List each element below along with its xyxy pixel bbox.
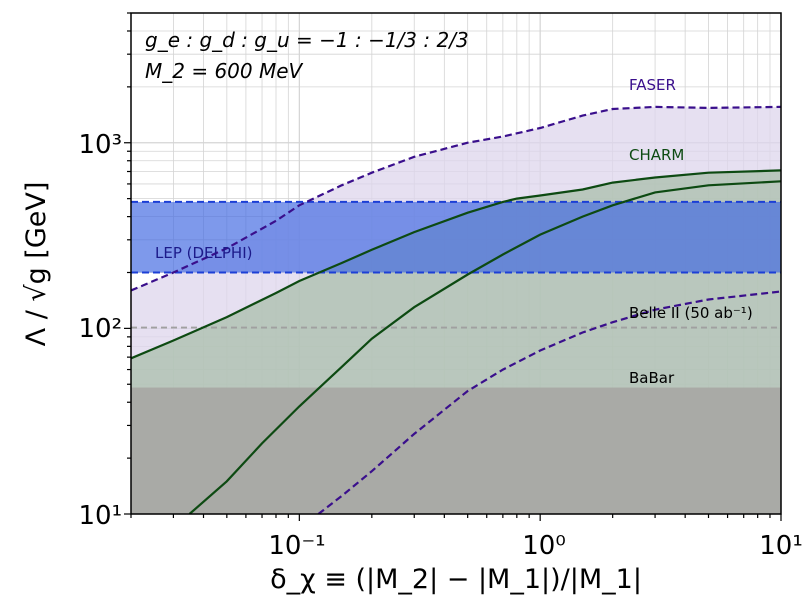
y-axis-label: Λ / √g [GeV]	[21, 182, 52, 347]
series-lines	[131, 105, 781, 514]
belle-label: Belle II (50 ab⁻¹)	[629, 304, 753, 322]
faser-label: FASER	[629, 76, 676, 94]
lep-band	[131, 201, 781, 273]
y-tick-label-2: 10³	[78, 130, 122, 160]
babar-label: BaBar	[629, 369, 675, 387]
lep-label: LEP (DELPHI)	[155, 244, 253, 262]
series-line-0	[131, 105, 781, 292]
x-tick-label-2: 10¹	[759, 531, 803, 561]
mass-annotation: M_2 = 600 MeV	[145, 59, 304, 83]
charm-label: CHARM	[629, 146, 684, 164]
series-line-3	[188, 180, 781, 514]
y-tick-label-1: 10²	[78, 314, 122, 344]
series-line-2	[131, 169, 781, 360]
plot-frame	[130, 12, 782, 515]
axis-ticks	[124, 12, 782, 521]
x-tick-label-0: 10⁻¹	[268, 531, 325, 561]
babar-region	[131, 387, 781, 514]
x-axis-label: δ_χ ≡ (|M_2| − |M_1|)/|M_1|	[270, 564, 642, 595]
x-tick-label-1: 10⁰	[522, 531, 566, 561]
y-tick-label-0: 10¹	[78, 501, 122, 531]
series-line-1	[317, 290, 781, 514]
coupling-annotation: g_e : g_d : g_u = −1 : −1/3 : 2/3	[145, 28, 469, 52]
